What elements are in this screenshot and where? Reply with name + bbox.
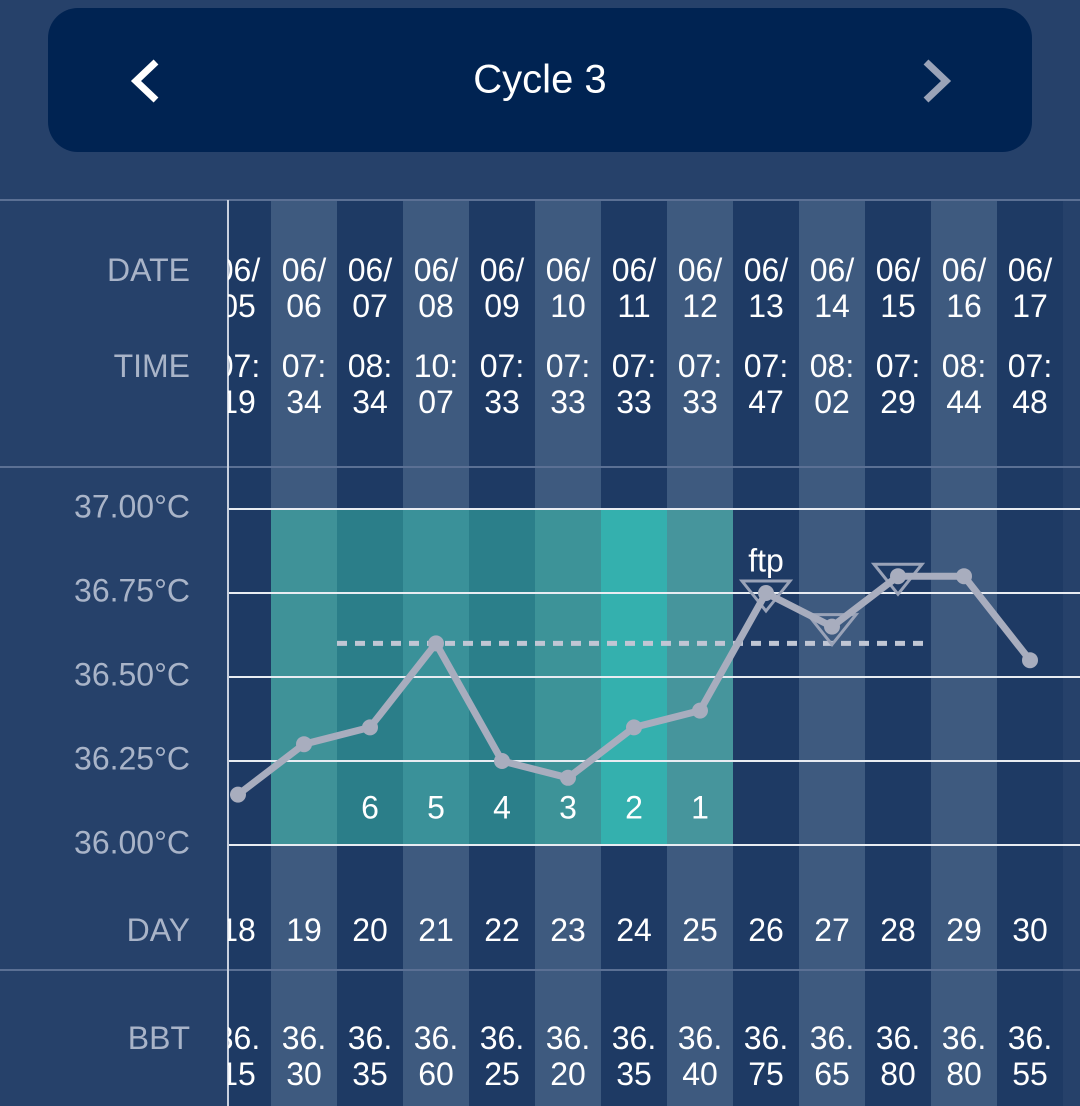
bbt-point: [494, 753, 510, 769]
bbt-cell: 36.15: [228, 1020, 261, 1092]
time-cell: 10:07: [413, 348, 459, 420]
bbt-point: [362, 719, 378, 736]
time-cell: 07:19: [228, 348, 261, 420]
table-cells: 06/05 07:19 18 36.15 06/06 07:34 19 36.30 06/07 0…: [228, 0, 1080, 1106]
day-cell: 23: [550, 912, 586, 948]
bbt-cell: 36.40: [677, 1020, 723, 1092]
date-cell: 06/14: [809, 252, 855, 324]
bbt-cell: 36.80: [875, 1020, 921, 1092]
bbt-cell: 36.35: [611, 1020, 657, 1092]
time-cell: 08:34: [347, 348, 393, 420]
date-cell: 06/13: [743, 252, 789, 324]
fertile-label: 1: [691, 789, 709, 825]
day-cell: 21: [418, 912, 454, 948]
date-cell: 06/15: [875, 252, 921, 324]
fertile-label: 3: [559, 789, 577, 825]
bbt-point: [758, 585, 774, 601]
bbt-cell: 36.25: [479, 1020, 525, 1092]
day-cell: 25: [682, 912, 718, 948]
column: [229, 200, 271, 1106]
fertile-label: 6: [361, 789, 379, 825]
date-cell: 06/11: [611, 252, 657, 324]
row-label: DAY: [126, 912, 190, 948]
fertile-label: 2: [625, 789, 643, 825]
y-tick-label: 37.00°C: [74, 488, 190, 524]
day-cell: 30: [1012, 912, 1048, 948]
next-button[interactable]: [923, 59, 952, 103]
day-cell: 24: [616, 912, 652, 948]
cycle-title: Cycle 3: [473, 58, 606, 102]
prev-button[interactable]: [130, 59, 159, 103]
row-label: TIME: [113, 348, 190, 384]
time-cell: 07:33: [611, 348, 657, 420]
fertile-label: 5: [427, 789, 445, 825]
row-label: BBT: [127, 1020, 190, 1056]
time-cell: 07:29: [875, 348, 921, 420]
date-cell: 06/06: [281, 252, 327, 324]
day-cell: 22: [484, 912, 520, 948]
time-cell: 07:33: [677, 348, 723, 420]
column: [931, 200, 997, 1106]
bbt-cell: 36.65: [809, 1020, 855, 1092]
y-tick-label: 36.00°C: [74, 824, 190, 860]
bbt-cell: 36.55: [1007, 1020, 1053, 1092]
bbt-point: [296, 736, 312, 753]
bbt-cell: 36.35: [347, 1020, 393, 1092]
bbt-cell: 36.80: [941, 1020, 987, 1092]
column: [733, 200, 799, 1106]
bbt-point: [1022, 652, 1038, 669]
row-label: DATE: [107, 252, 190, 288]
time-cell: 07:33: [545, 348, 591, 420]
y-tick-label: 36.75°C: [74, 572, 190, 608]
time-cell: 07:34: [281, 348, 327, 420]
day-cell: 29: [946, 912, 982, 948]
time-cell: 08:02: [809, 348, 855, 420]
time-cell: 07:33: [479, 348, 525, 420]
temp-marker: [804, 613, 860, 648]
bbt-point: [230, 786, 246, 803]
bbt-cell: 36.30: [281, 1020, 327, 1092]
date-cell: 06/16: [941, 252, 987, 324]
bbt-point: [956, 568, 972, 585]
annotation: ftp: [748, 542, 784, 578]
date-cell: 06/05: [228, 252, 261, 324]
bbt-point: [626, 719, 642, 736]
cycle-nav: [48, 8, 1032, 152]
day-cell: 27: [814, 912, 850, 948]
day-cell: 26: [748, 912, 784, 948]
date-cell: 06/10: [545, 252, 591, 324]
date-cell: 06/07: [347, 252, 393, 324]
fertile-label: 4: [493, 789, 511, 825]
column: [799, 200, 865, 1106]
bbt-point: [560, 769, 576, 786]
bbt-cell: 36.20: [545, 1020, 591, 1092]
day-cell: 18: [228, 912, 256, 948]
bbt-point: [890, 568, 906, 585]
time-cell: 08:44: [941, 348, 987, 420]
time-cell: 07:48: [1007, 348, 1053, 420]
bbt-cell: 36.75: [743, 1020, 789, 1092]
date-cell: 06/08: [413, 252, 459, 324]
time-cell: 07:47: [743, 348, 789, 420]
day-cell: 20: [352, 912, 388, 948]
y-tick-label: 36.50°C: [74, 656, 190, 692]
date-cell: 06/17: [1007, 252, 1053, 324]
day-cell: 19: [286, 912, 322, 948]
day-cell: 28: [880, 912, 916, 948]
bbt-point: [824, 618, 840, 635]
y-tick-label: 36.25°C: [74, 740, 190, 776]
bbt-point: [428, 635, 444, 652]
bbt-point: [692, 702, 708, 719]
date-cell: 06/09: [479, 252, 525, 324]
bbt-cell: 36.60: [413, 1020, 459, 1092]
column: [865, 200, 931, 1106]
date-cell: 06/12: [677, 252, 723, 324]
